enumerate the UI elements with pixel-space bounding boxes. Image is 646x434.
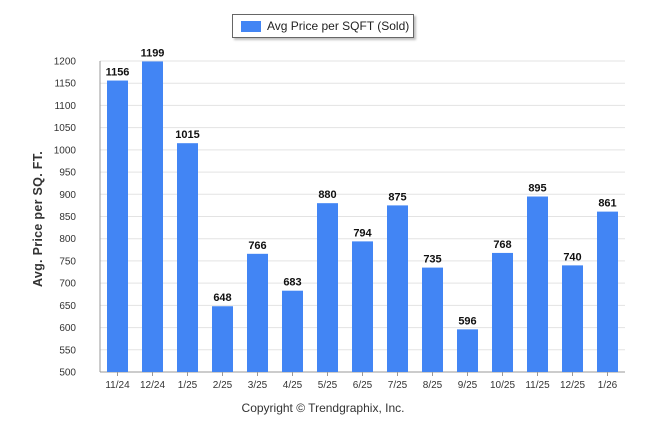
y-tick-label: 1200: [54, 57, 77, 68]
data-label: 683: [283, 277, 301, 289]
x-tick-label: 5/25: [318, 380, 338, 391]
x-tick-label: 11/24: [105, 380, 130, 391]
x-tick-label: 1/26: [598, 380, 618, 391]
bar: [387, 205, 408, 372]
data-label: 735: [423, 254, 441, 266]
legend: Avg Price per SQFT (Sold): [232, 14, 414, 38]
x-tick-label: 12/25: [560, 380, 585, 391]
bar: [317, 203, 338, 372]
data-label: 596: [458, 315, 476, 327]
data-label: 861: [598, 198, 616, 210]
data-label: 1199: [141, 47, 165, 59]
bar: [282, 290, 303, 372]
y-tick-label: 750: [59, 256, 76, 267]
bar: [177, 143, 198, 372]
x-tick-label: 11/25: [525, 380, 550, 391]
data-label: 768: [493, 239, 511, 251]
legend-label: Avg Price per SQFT (Sold): [267, 19, 410, 33]
x-tick-label: 10/25: [490, 380, 515, 391]
data-label: 880: [318, 189, 336, 201]
bar: [107, 80, 128, 372]
bar: [492, 252, 513, 372]
x-tick-label: 9/25: [458, 380, 478, 391]
x-tick-label: 4/25: [283, 380, 303, 391]
x-tick-label: 12/24: [140, 380, 165, 391]
y-tick-label: 800: [59, 234, 76, 245]
x-tick-label: 6/25: [353, 380, 373, 391]
data-label: 1156: [106, 67, 130, 79]
x-tick-label: 7/25: [388, 380, 408, 391]
legend-swatch: [241, 21, 261, 32]
y-tick-label: 850: [59, 212, 76, 223]
y-tick-label: 1100: [54, 101, 76, 112]
bar: [597, 211, 618, 372]
bar: [142, 61, 163, 373]
bar: [212, 306, 233, 372]
data-label: 766: [248, 240, 266, 252]
data-label: 740: [563, 251, 581, 263]
x-tick-label: 3/25: [248, 380, 268, 391]
y-tick-label: 550: [59, 345, 76, 356]
y-tick-label: 700: [59, 279, 76, 290]
bar: [562, 265, 583, 372]
bar: [247, 253, 268, 372]
y-tick-label: 950: [59, 168, 76, 179]
y-tick-label: 1050: [54, 123, 77, 134]
x-tick-label: 1/25: [178, 380, 198, 391]
y-tick-label: 650: [59, 301, 76, 312]
y-tick-label: 900: [59, 190, 76, 201]
data-label: 794: [353, 227, 372, 239]
y-axis-label: Avg. Price per SQ. FT.: [31, 150, 45, 288]
data-label: 875: [388, 191, 406, 203]
y-tick-label: 1000: [54, 145, 77, 156]
bar: [422, 267, 443, 372]
y-tick-label: 500: [59, 368, 76, 379]
y-tick-label: 1150: [54, 79, 76, 90]
x-tick-label: 2/25: [213, 380, 233, 391]
data-label: 895: [528, 183, 546, 195]
bar: [352, 241, 373, 372]
bar: [527, 196, 548, 372]
copyright-text: Copyright © Trendgraphix, Inc.: [241, 401, 405, 415]
bar: [457, 329, 478, 372]
data-label: 648: [213, 292, 231, 304]
data-label: 1015: [175, 129, 199, 141]
x-tick-label: 8/25: [423, 380, 443, 391]
y-tick-label: 600: [59, 323, 76, 334]
